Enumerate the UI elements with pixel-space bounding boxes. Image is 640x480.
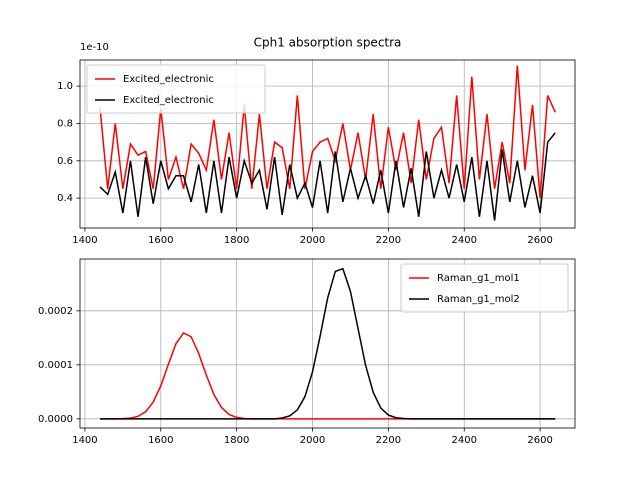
y-tick-label: 0.6 — [57, 156, 73, 167]
legend-label: Excited_electronic — [123, 95, 214, 106]
axes-frame — [79, 59, 576, 229]
x-tick-label: 2600 — [527, 435, 552, 446]
x-tick-label: 2400 — [452, 435, 477, 446]
x-tick-label: 2000 — [300, 235, 325, 246]
x-tick-label: 2000 — [300, 435, 325, 446]
y-tick-label: 0.4 — [57, 193, 73, 204]
legend-label: Raman_g1_mol2 — [437, 294, 520, 305]
y-tick-label: 1.0 — [57, 81, 73, 92]
chart-title: Cph1 absorption spectra — [254, 36, 402, 50]
series-line — [100, 267, 556, 420]
offset-text: 1e-10 — [80, 42, 109, 53]
legend-label: Excited_electronic — [123, 74, 214, 85]
legend-box — [400, 263, 569, 313]
legend-box — [86, 64, 266, 114]
x-tick-label: 2200 — [376, 235, 401, 246]
y-tick-label: 0.0002 — [38, 306, 73, 317]
x-tick-label: 1800 — [224, 235, 249, 246]
x-tick-label: 1800 — [224, 435, 249, 446]
y-tick-label: 0.8 — [57, 118, 73, 129]
y-tick-label: 0.0000 — [38, 414, 73, 425]
axes-frame — [79, 258, 576, 429]
series-line — [99, 132, 556, 221]
x-tick-label: 2200 — [376, 435, 401, 446]
x-tick-label: 2400 — [452, 235, 477, 246]
x-tick-label: 1400 — [72, 235, 97, 246]
y-tick-label: 0.0001 — [38, 360, 73, 371]
x-tick-label: 2600 — [527, 235, 552, 246]
series-line — [99, 65, 556, 199]
x-tick-label: 1600 — [148, 235, 173, 246]
x-tick-label: 1600 — [148, 435, 173, 446]
legend-label: Raman_g1_mol1 — [437, 273, 520, 284]
x-tick-label: 1400 — [72, 435, 97, 446]
